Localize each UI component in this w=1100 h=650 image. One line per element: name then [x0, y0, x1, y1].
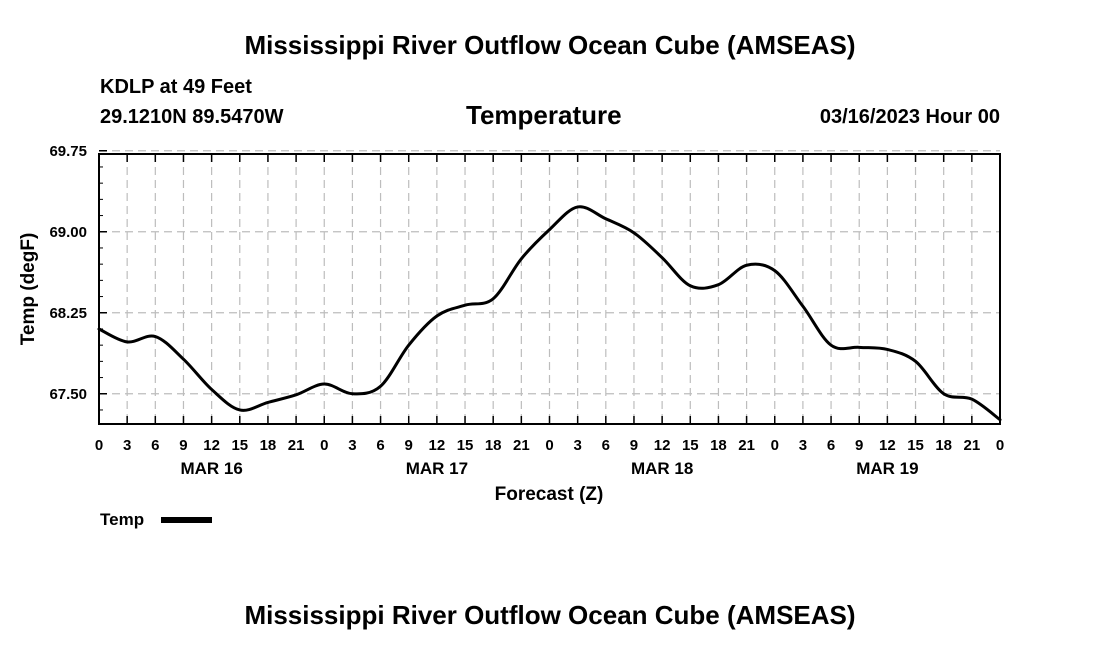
temp-data-point [914, 360, 917, 363]
x-tick-label: 18 [935, 437, 952, 454]
x-tick-label: 0 [545, 437, 553, 454]
temp-data-point [351, 392, 354, 395]
temp-data-point [717, 283, 720, 286]
temp-data-point [463, 304, 467, 307]
temp-data-point [942, 392, 945, 395]
x-tick-label: 6 [151, 437, 159, 454]
temp-data-point [829, 343, 833, 347]
temp-data-point [801, 305, 805, 308]
x-tick-label: 12 [203, 437, 220, 454]
temp-data-point [97, 327, 101, 331]
date-labels: MAR 16 MAR 17 MAR 18 MAR 19 [180, 459, 918, 478]
temp-data-point [520, 257, 523, 260]
x-tick-label: 3 [573, 437, 581, 454]
x-tick-label: 15 [231, 437, 248, 454]
x-tick-label: 9 [405, 437, 413, 454]
temp-data-point [689, 284, 692, 287]
temp-data-point [125, 340, 129, 344]
y-tick-label: 68.25 [49, 305, 87, 322]
y-tick-labels: 67.50 68.25 69.00 69.75 [49, 143, 87, 403]
x-axis-label: Forecast (Z) [495, 484, 604, 505]
x-tick-label: 0 [771, 437, 779, 454]
x-tick-label: 3 [799, 437, 807, 454]
chart-grid [99, 150, 1000, 424]
temp-data-point [154, 335, 157, 338]
x-tick-label: 3 [123, 437, 131, 454]
location-coordinates: 29.1210N 89.5470W [100, 106, 284, 128]
chart-title: Temperature [466, 100, 622, 130]
x-tick-label: 0 [996, 437, 1004, 454]
date-label: MAR 17 [406, 459, 468, 478]
legend-line-swatch [161, 517, 212, 523]
temp-data-point [548, 228, 551, 231]
x-tick-labels: 0 3 6 9 12 15 18 21 0 3 6 9 12 15 18 21 0 3 6 9 12 15 18 21 0 3 6 9… [95, 437, 1004, 454]
x-tick-label: 9 [179, 437, 187, 454]
temp-data-point [998, 418, 1002, 421]
x-tick-label: 12 [654, 437, 671, 454]
x-tick-label: 0 [95, 437, 103, 454]
temp-data-point [407, 343, 410, 347]
y-tick-label: 67.50 [49, 386, 87, 403]
y-tick-label: 69.00 [49, 224, 87, 241]
x-tick-label: 6 [602, 437, 610, 454]
date-label: MAR 19 [856, 459, 918, 478]
temp-data-point [210, 388, 213, 391]
temp-data-point [491, 297, 495, 300]
x-tick-label: 21 [513, 437, 530, 454]
date-label: MAR 18 [631, 459, 693, 478]
temp-data-point [435, 314, 439, 318]
x-tick-label: 3 [348, 437, 356, 454]
y-axis-label: Temp (degF) [18, 233, 39, 346]
temp-data-point [323, 382, 326, 386]
temp-series-points [97, 205, 1002, 421]
temp-data-point [266, 401, 270, 404]
x-tick-label: 9 [855, 437, 863, 454]
x-tick-label: 12 [879, 437, 896, 454]
temp-data-point [745, 264, 748, 267]
x-tick-label: 15 [907, 437, 924, 454]
temp-data-point [182, 358, 185, 361]
temp-data-point [773, 269, 776, 272]
station-label: KDLP at 49 Feet [100, 76, 252, 98]
bottom-title: Mississippi River Outflow Ocean Cube (AM… [244, 600, 856, 630]
x-tick-label: 21 [738, 437, 755, 454]
x-tick-label: 18 [485, 437, 502, 454]
x-tick-label: 18 [260, 437, 277, 454]
temp-data-point [576, 205, 579, 209]
temp-data-point [970, 397, 974, 401]
temp-data-point [238, 408, 241, 412]
temp-data-point [632, 231, 636, 235]
legend-label: Temp [100, 510, 145, 529]
temp-data-point [604, 217, 608, 220]
x-tick-label: 9 [630, 437, 638, 454]
x-tick-label: 18 [710, 437, 727, 454]
temp-data-point [660, 256, 664, 259]
temp-data-point [858, 346, 861, 349]
x-tick-label: 6 [827, 437, 835, 454]
temp-data-point [886, 348, 889, 351]
temp-data-point [379, 385, 382, 388]
x-tick-label: 15 [457, 437, 474, 454]
top-title: Mississippi River Outflow Ocean Cube (AM… [244, 30, 856, 60]
x-tick-label: 6 [376, 437, 384, 454]
axis-ticks [98, 150, 1001, 424]
forecast-datetime: 03/16/2023 Hour 00 [819, 106, 1000, 128]
temp-data-point [294, 393, 298, 397]
x-tick-label: 12 [429, 437, 446, 454]
date-label: MAR 16 [180, 459, 242, 478]
y-tick-label: 69.75 [49, 143, 87, 160]
x-tick-label: 21 [964, 437, 981, 454]
x-tick-label: 21 [288, 437, 305, 454]
x-tick-label: 15 [682, 437, 699, 454]
x-tick-label: 0 [320, 437, 328, 454]
